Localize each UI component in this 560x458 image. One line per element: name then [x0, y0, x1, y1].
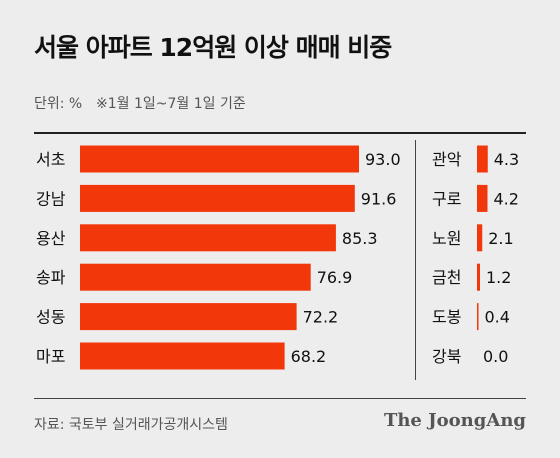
category-label: 서초 [36, 150, 65, 169]
category-label: 노원 [432, 229, 461, 248]
bar [477, 145, 488, 173]
category-label: 송파 [36, 268, 66, 287]
period-note: ※1월 1일~7월 1일 기준 [96, 96, 246, 112]
value-label: 93.0 [365, 150, 401, 169]
publisher-logo: The JoongAng [383, 410, 526, 431]
category-label: 금천 [432, 268, 461, 287]
category-label: 강남 [36, 189, 66, 208]
bar [80, 184, 355, 212]
category-label: 관악 [432, 150, 462, 169]
category-label: 성동 [36, 308, 65, 327]
bottom-rule [34, 398, 526, 399]
chart-title: 서울 아파트 12억원 이상 매매 비중 [34, 33, 392, 62]
value-label: 72.2 [303, 308, 339, 327]
bar [80, 342, 285, 370]
category-label: 마포 [36, 347, 65, 366]
category-label: 강북 [432, 347, 461, 366]
category-label: 구로 [432, 189, 461, 208]
value-label: 1.2 [486, 268, 511, 287]
category-label: 도봉 [432, 308, 461, 327]
category-label: 용산 [36, 229, 66, 248]
value-label: 0.4 [485, 308, 510, 327]
bar [477, 303, 479, 331]
bar [80, 303, 297, 331]
value-label: 4.2 [494, 189, 519, 208]
value-label: 85.3 [342, 229, 378, 248]
panel-separator [415, 140, 416, 380]
bar [477, 184, 488, 212]
bar [80, 224, 336, 252]
bar [477, 224, 483, 252]
value-label: 0.0 [483, 347, 508, 366]
value-label: 91.6 [361, 189, 397, 208]
bar [80, 263, 311, 291]
unit-label: 단위: % [34, 96, 83, 112]
top-rule [34, 132, 526, 134]
value-label: 4.3 [494, 150, 519, 169]
bar [80, 145, 359, 173]
value-label: 68.2 [291, 347, 327, 366]
source-note: 자료: 국토부 실거래가공개시스템 [34, 417, 228, 433]
value-label: 2.1 [488, 229, 513, 248]
bar [477, 263, 480, 291]
value-label: 76.9 [317, 268, 353, 287]
